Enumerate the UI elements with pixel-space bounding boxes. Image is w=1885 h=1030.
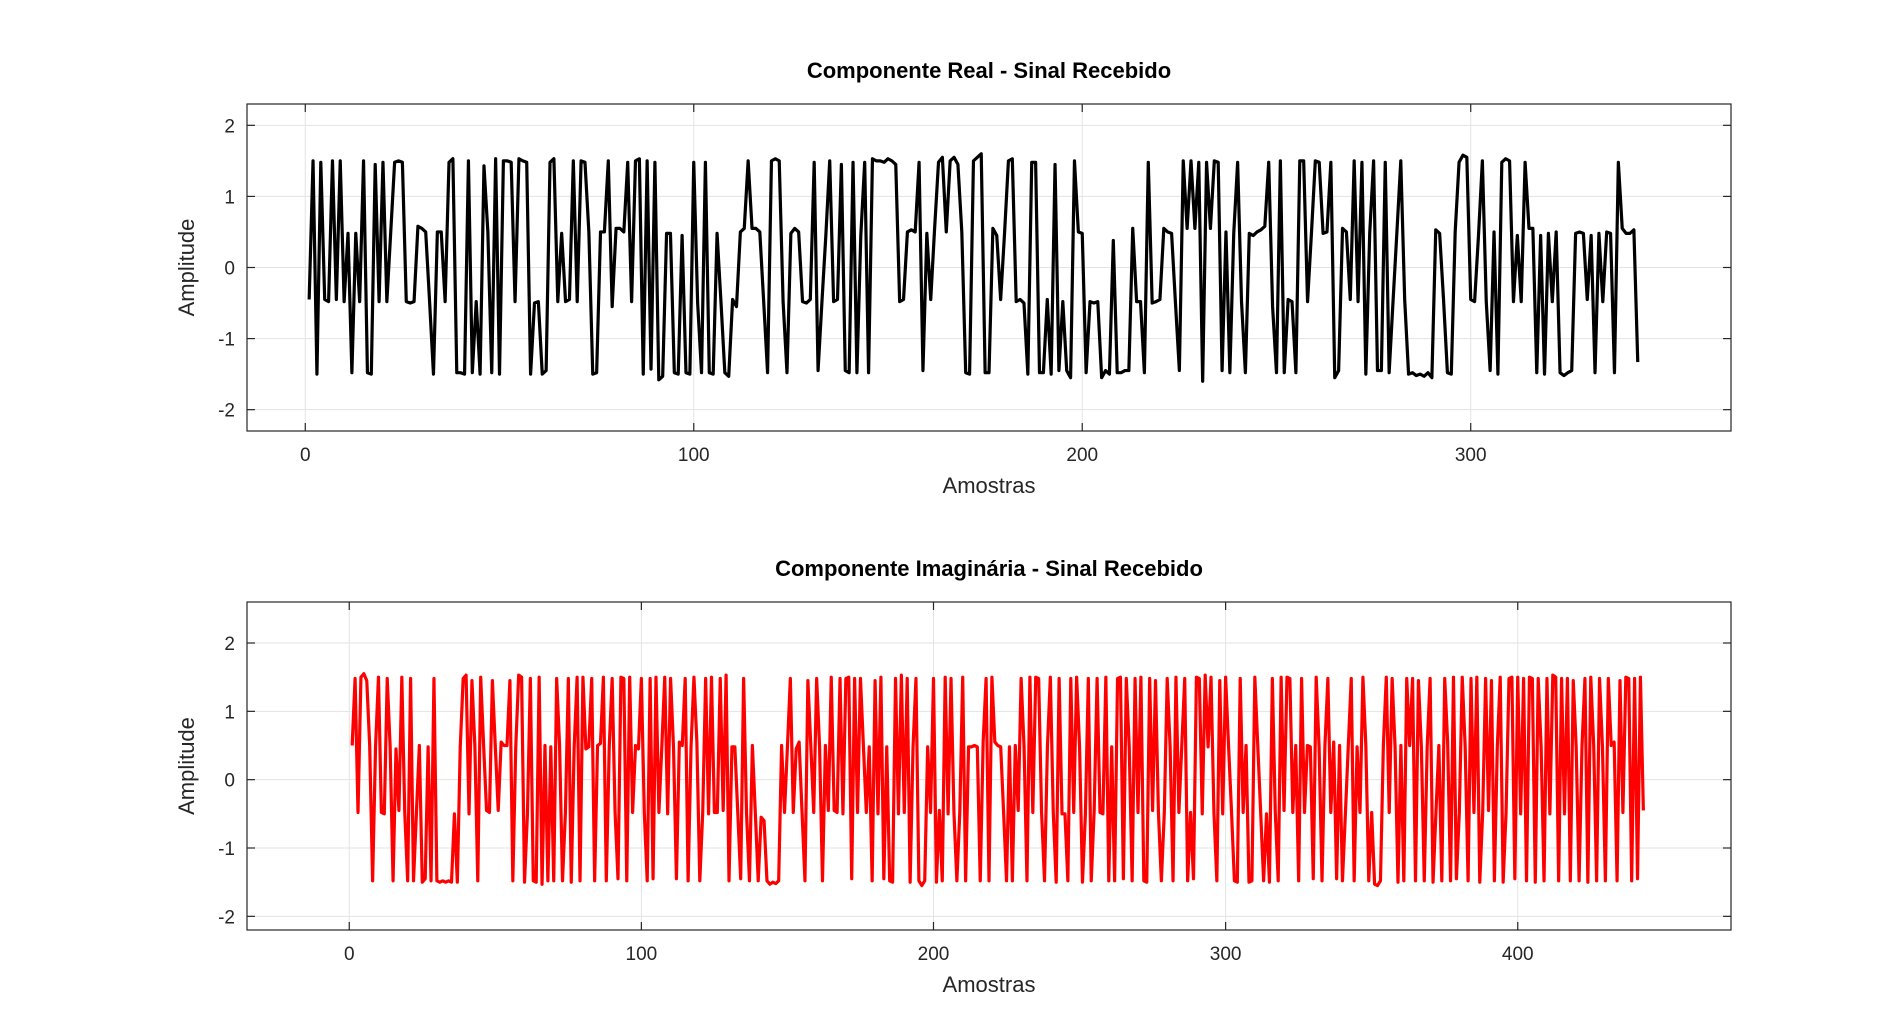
x-tick-label: 200 [918, 944, 950, 965]
y-tick-label: -1 [218, 330, 235, 351]
y-tick-label: 1 [224, 702, 235, 723]
y-axis-label: Amplitude [174, 717, 199, 815]
chart-title: Componente Real - Sinal Recebido [807, 58, 1171, 83]
x-tick-label: 100 [626, 944, 658, 965]
x-tick-label: 400 [1502, 944, 1534, 965]
y-axis-label: Amplitude [174, 219, 199, 317]
x-tick-label: 200 [1066, 445, 1098, 466]
plot-frame [246, 601, 1732, 931]
x-tick-label: 300 [1210, 944, 1242, 965]
y-tick-label: 0 [224, 771, 235, 792]
chart-title: Componente Imaginária - Sinal Recebido [775, 556, 1203, 581]
subplot-imaginary: Componente Imaginária - Sinal Recebido A… [174, 556, 1732, 997]
x-tick-label: 300 [1455, 445, 1487, 466]
y-tick-label: -2 [218, 907, 235, 928]
y-tick-label: -2 [218, 401, 235, 422]
series-line [350, 672, 1645, 888]
y-tick-label: 1 [224, 187, 235, 208]
y-tick-label: 2 [224, 634, 235, 655]
x-axis-label: Amostras [943, 473, 1036, 498]
x-tick-label: 0 [344, 944, 355, 965]
plot-frame [246, 103, 1732, 432]
y-tick-label: -1 [218, 839, 235, 860]
series-layer [350, 672, 1645, 888]
series-line [307, 152, 1640, 383]
subplot-real: Componente Real - Sinal Recebido Amostra… [174, 58, 1732, 498]
x-axis-label: Amostras [943, 972, 1036, 997]
series-layer [307, 152, 1640, 383]
tick-labels: 0 100 200 300 -2 -1 0 1 2 [218, 104, 1731, 466]
y-tick-label: 0 [224, 259, 235, 280]
x-tick-label: 100 [678, 445, 710, 466]
x-tick-label: 0 [300, 445, 311, 466]
y-tick-label: 2 [224, 116, 235, 137]
tick-labels: 0 100 200 300 400 -2 -1 0 1 2 [218, 602, 1731, 965]
